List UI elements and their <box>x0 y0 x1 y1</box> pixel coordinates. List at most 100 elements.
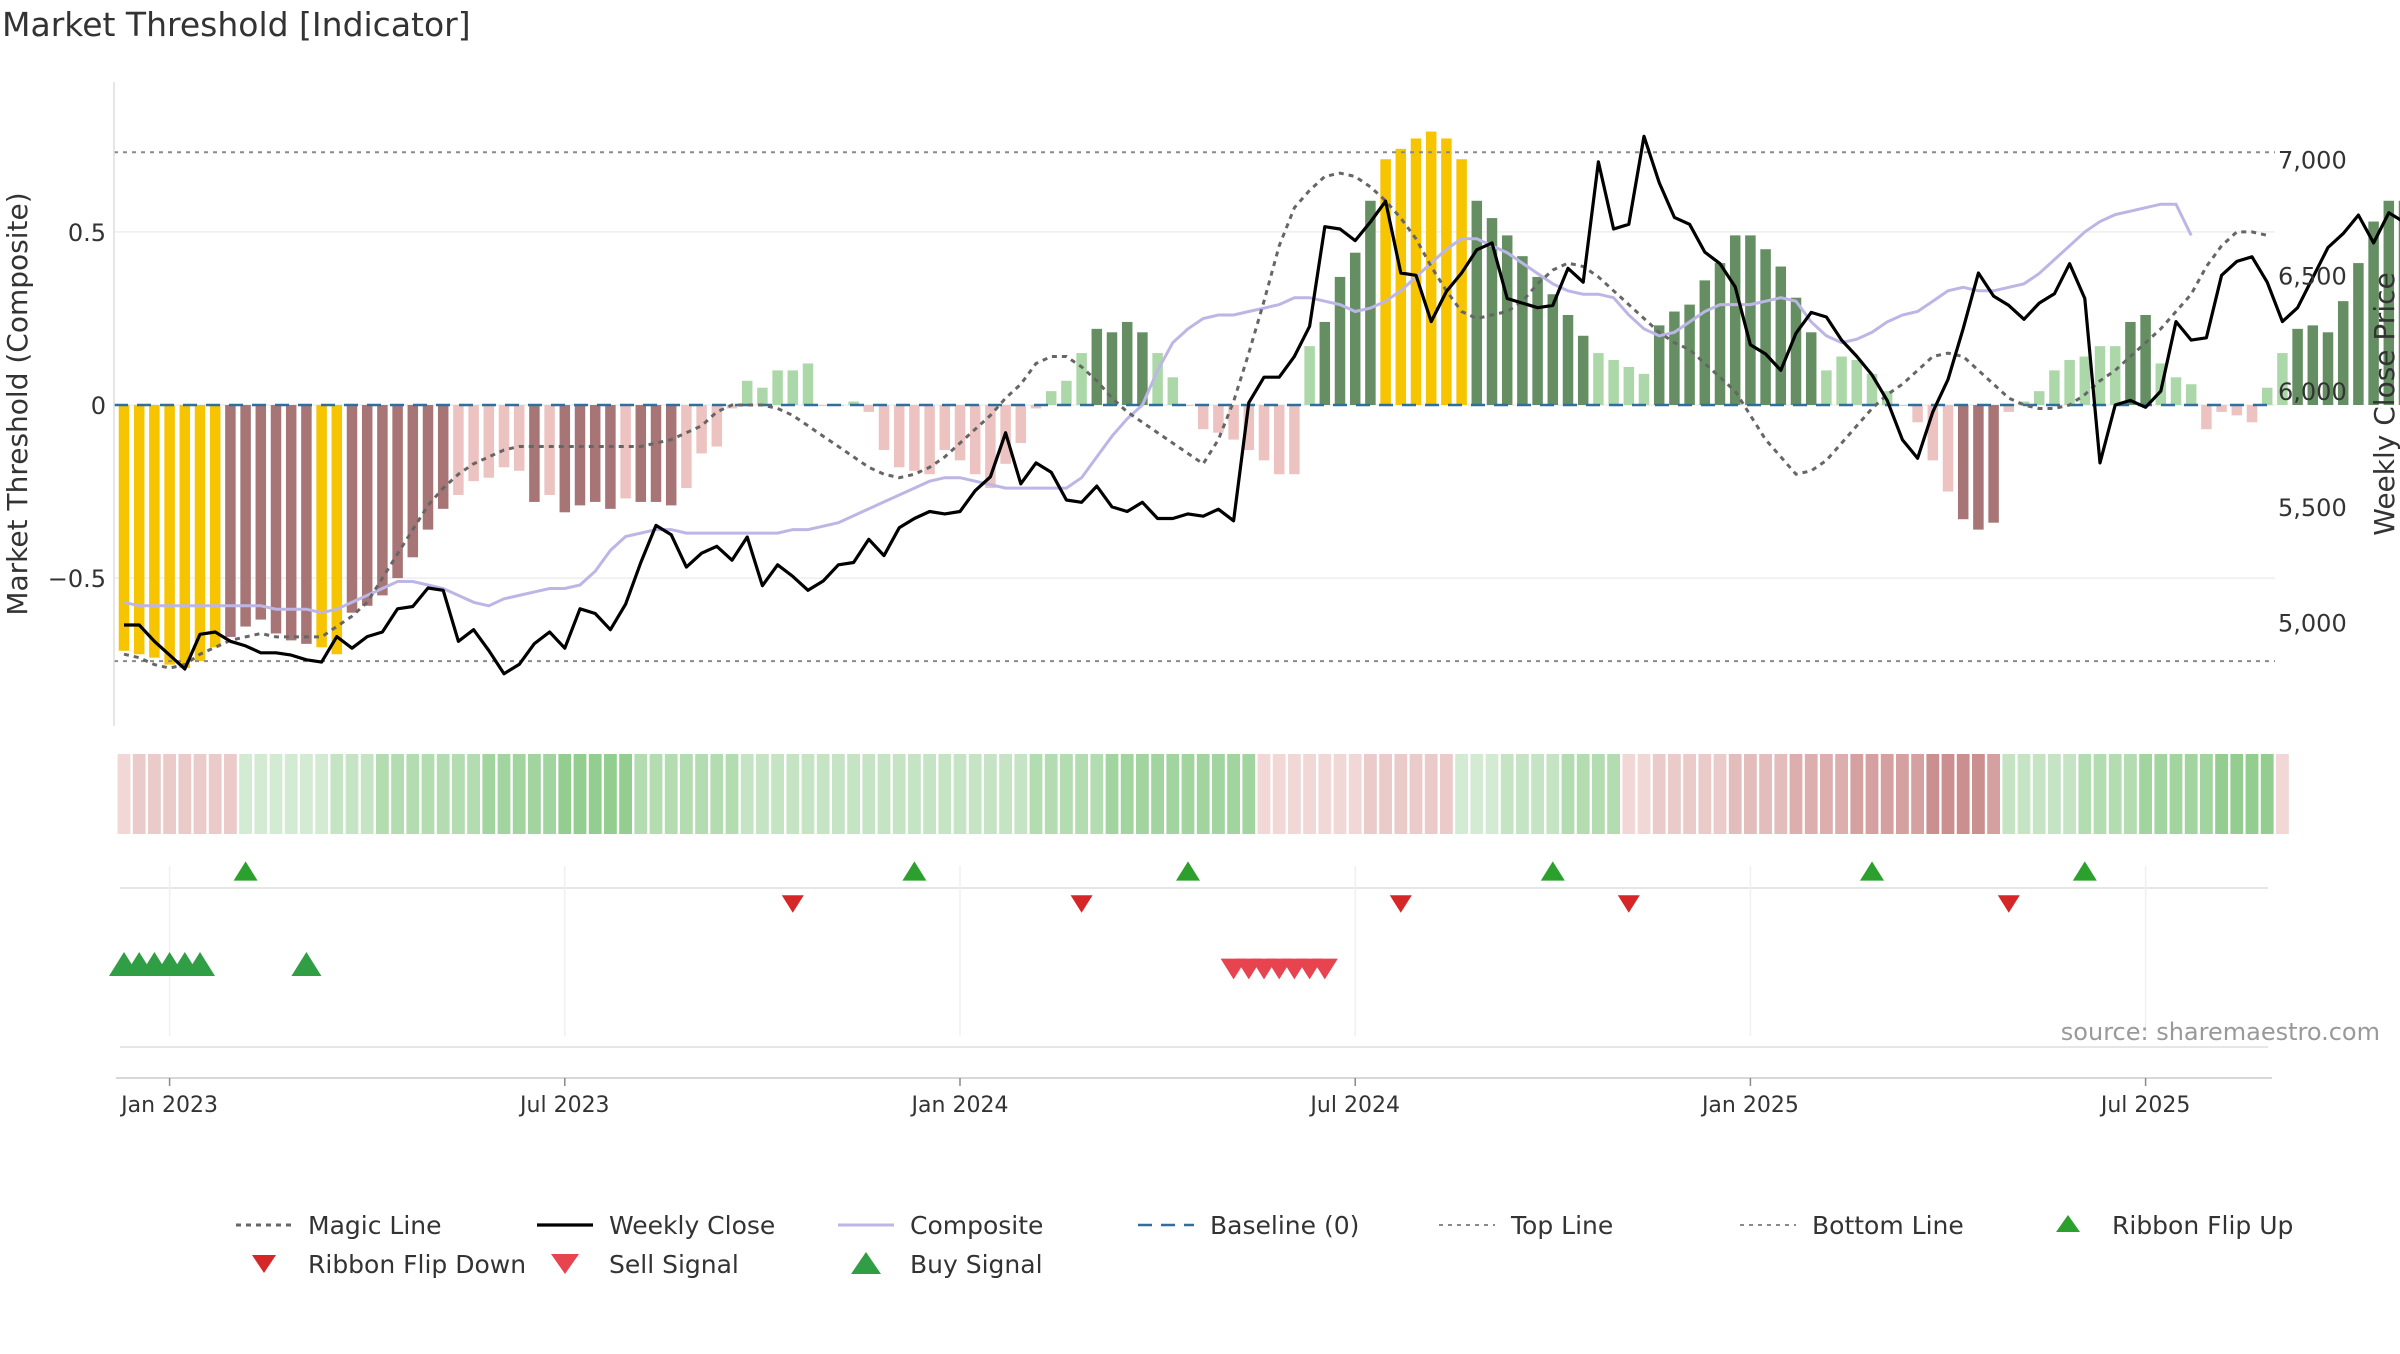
line-layer <box>114 134 2400 676</box>
composite-bar <box>1182 405 1194 406</box>
ribbon-cell <box>1683 754 1696 834</box>
composite-bar <box>1167 377 1179 405</box>
composite-bar <box>787 370 799 405</box>
ribbon-cell <box>2124 754 2137 834</box>
composite-bar <box>209 405 221 648</box>
composite-bar <box>939 405 951 450</box>
composite-bar <box>1441 138 1452 405</box>
ribbon-flip-up-marker <box>2072 861 2097 881</box>
composite-bar <box>407 405 419 558</box>
composite-bar <box>1106 332 1118 405</box>
ribbon-cell <box>1713 754 1727 834</box>
composite-bar <box>893 405 905 468</box>
legend-label: Baseline (0) <box>1210 1211 1359 1240</box>
ribbon-strip <box>117 754 2289 834</box>
ribbon-flip-down-marker <box>1389 895 1412 913</box>
ribbon-cell <box>1789 754 1803 834</box>
ribbon-cell <box>1576 754 1590 834</box>
composite-bar <box>346 405 358 613</box>
composite-bar <box>2140 315 2151 405</box>
ribbon-cell <box>1652 754 1666 834</box>
composite-bar <box>453 405 464 495</box>
composite-bar <box>757 387 768 405</box>
ribbon-cell <box>1622 754 1636 834</box>
ribbon-cell <box>1196 754 1210 834</box>
composite-bar <box>2094 346 2106 405</box>
ribbon-flip-down-marker <box>1997 895 2020 913</box>
ribbon-cell <box>710 754 724 834</box>
composite-bar <box>1973 405 1984 530</box>
ribbon-cell <box>1014 754 1028 834</box>
legend-label: Ribbon Flip Down <box>308 1250 526 1279</box>
composite-bar <box>559 405 571 513</box>
composite-bar <box>1091 328 1103 405</box>
legend-label: Weekly Close <box>609 1211 775 1240</box>
ribbon-cell <box>254 754 268 834</box>
ribbon-cell <box>1531 754 1544 834</box>
composite-bar <box>1121 321 1133 405</box>
composite-bar <box>483 405 495 478</box>
ribbon-cell <box>1500 754 1514 834</box>
ribbon-cell <box>497 754 511 834</box>
ribbon-cell <box>756 754 769 834</box>
composite-bar <box>1228 405 1239 440</box>
ribbon-cell <box>1546 754 1560 834</box>
composite-bar <box>1045 391 1057 405</box>
signal-markers <box>109 861 2268 1048</box>
composite-bar <box>589 405 601 502</box>
composite-bar <box>2353 263 2364 405</box>
ribbon-cell <box>1850 754 1864 834</box>
ribbon-cell <box>2048 754 2061 834</box>
ribbon-cell <box>178 754 192 834</box>
composite-bar <box>1653 325 1665 405</box>
ribbon-cell <box>847 754 860 834</box>
composite-bar <box>1897 405 1908 406</box>
ribbon-cell <box>376 754 389 834</box>
ribbon-cell <box>558 754 572 834</box>
composite-bar <box>817 405 829 406</box>
ribbon-cell <box>132 754 146 834</box>
ribbon-cell <box>862 754 876 834</box>
legend-label: Buy Signal <box>910 1250 1043 1279</box>
composite-bar <box>422 405 434 530</box>
ribbon-cell <box>877 754 891 834</box>
ribbon-cell <box>1364 754 1377 834</box>
buy-signal-marker <box>185 952 215 976</box>
legend-label: Magic Line <box>308 1211 442 1240</box>
ribbon-cell <box>1272 754 1286 834</box>
ribbon-cell <box>1956 754 1970 834</box>
legend-label: Ribbon Flip Up <box>2112 1211 2293 1240</box>
composite-bar <box>1775 266 1787 405</box>
ribbon-cell <box>193 754 207 834</box>
ribbon-cell <box>467 754 480 834</box>
composite-bar <box>2307 325 2319 405</box>
ribbon-cell <box>1227 754 1240 834</box>
ribbon-cell <box>1759 754 1772 834</box>
composite-bar <box>2064 360 2075 405</box>
composite-bars <box>118 131 2400 669</box>
composite-bar <box>1684 304 1695 405</box>
composite-bar <box>2231 405 2243 416</box>
ribbon-cell <box>1880 754 1894 834</box>
ribbon-cell <box>740 754 754 834</box>
ribbon-cell <box>923 754 936 834</box>
composite-bar <box>437 405 449 509</box>
composite-bar <box>1349 252 1361 405</box>
ribbon-cell <box>1561 754 1575 834</box>
composite-bar <box>2322 332 2334 405</box>
composite-bar <box>1365 200 1376 405</box>
composite-bar <box>1805 332 1817 405</box>
legend-label: Top Line <box>1510 1211 1613 1240</box>
composite-bar <box>1486 218 1498 405</box>
composite-bar <box>1471 200 1483 405</box>
ribbon-cell <box>1728 754 1742 834</box>
composite-bar <box>1334 276 1346 405</box>
ribbon-cell <box>999 754 1012 834</box>
composite-bar <box>605 405 616 509</box>
ribbon-cell <box>117 754 131 834</box>
ribbon-cell <box>1637 754 1651 834</box>
composite-bar <box>2398 200 2400 405</box>
composite-bar <box>2170 377 2182 405</box>
composite-bar <box>848 401 859 405</box>
composite-bar <box>726 405 738 409</box>
